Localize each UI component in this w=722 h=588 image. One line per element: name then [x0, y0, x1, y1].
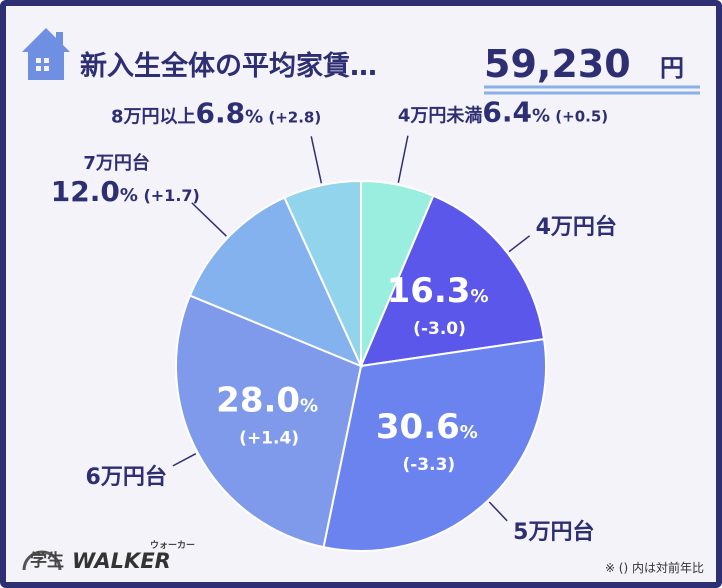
average-rent-unit: 円: [660, 54, 684, 82]
slice-category-label: 5万円台: [513, 519, 594, 545]
slice-percent-label: 12.0% (+1.7): [51, 175, 200, 208]
leader-line: [488, 501, 508, 522]
average-rent-amount: 59,230: [484, 42, 631, 86]
pie-slice: [322, 337, 547, 552]
footnote: ※ () 内は対前年比: [605, 560, 704, 575]
slice-change-label: (+1.4): [239, 429, 299, 449]
pie-labels: 16.3% (-3.0) 30.6% (-3.3) 28.0% (+1.4) 4万円未満6.…: [51, 96, 617, 545]
slice-category-label: 8万円以上6.8% (+2.8): [111, 96, 321, 129]
pie-chart: [175, 179, 547, 552]
leader-line: [508, 235, 531, 253]
leader-line: [172, 453, 197, 467]
house-icon: [22, 28, 70, 80]
leader-line: [191, 202, 227, 237]
pie-slice: [188, 196, 363, 368]
pie-slice: [283, 179, 362, 367]
logo-prefix: 学生: [30, 550, 64, 571]
slice-percent-label: 28.0%: [216, 381, 318, 421]
leader-line: [310, 136, 323, 184]
logo-kana: ウォーカー: [150, 540, 195, 551]
slice-category-label: 6万円台: [86, 464, 167, 490]
page-title: 新入生全体の平均家賃…: [80, 50, 377, 82]
slice-change-label: (-3.3): [402, 455, 455, 475]
pie-slice: [175, 294, 363, 549]
pie-slice: [359, 194, 546, 368]
slice-category-label: 7万円台: [83, 152, 150, 174]
slice-percent-label: 16.3%: [387, 271, 489, 311]
slice-change-label: (-3.0): [413, 319, 466, 339]
gakusei-walker-logo: 学生 WALKER ウォーカー: [22, 540, 195, 573]
slice-percent-label: 30.6%: [376, 407, 478, 447]
logo-name: WALKER: [72, 549, 171, 573]
leader-line: [397, 135, 409, 183]
slice-category-label: 4万円台: [536, 214, 617, 240]
slice-category-label: 4万円未満6.4% (+0.5): [398, 96, 608, 129]
